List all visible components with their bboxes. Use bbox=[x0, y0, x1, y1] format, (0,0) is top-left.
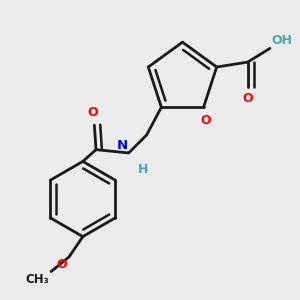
Text: O: O bbox=[200, 114, 211, 128]
Text: O: O bbox=[87, 106, 98, 119]
Text: O: O bbox=[57, 259, 68, 272]
Text: H: H bbox=[138, 164, 148, 176]
Text: OH: OH bbox=[272, 34, 292, 47]
Text: N: N bbox=[117, 139, 128, 152]
Text: O: O bbox=[242, 92, 253, 106]
Text: CH₃: CH₃ bbox=[26, 273, 50, 286]
